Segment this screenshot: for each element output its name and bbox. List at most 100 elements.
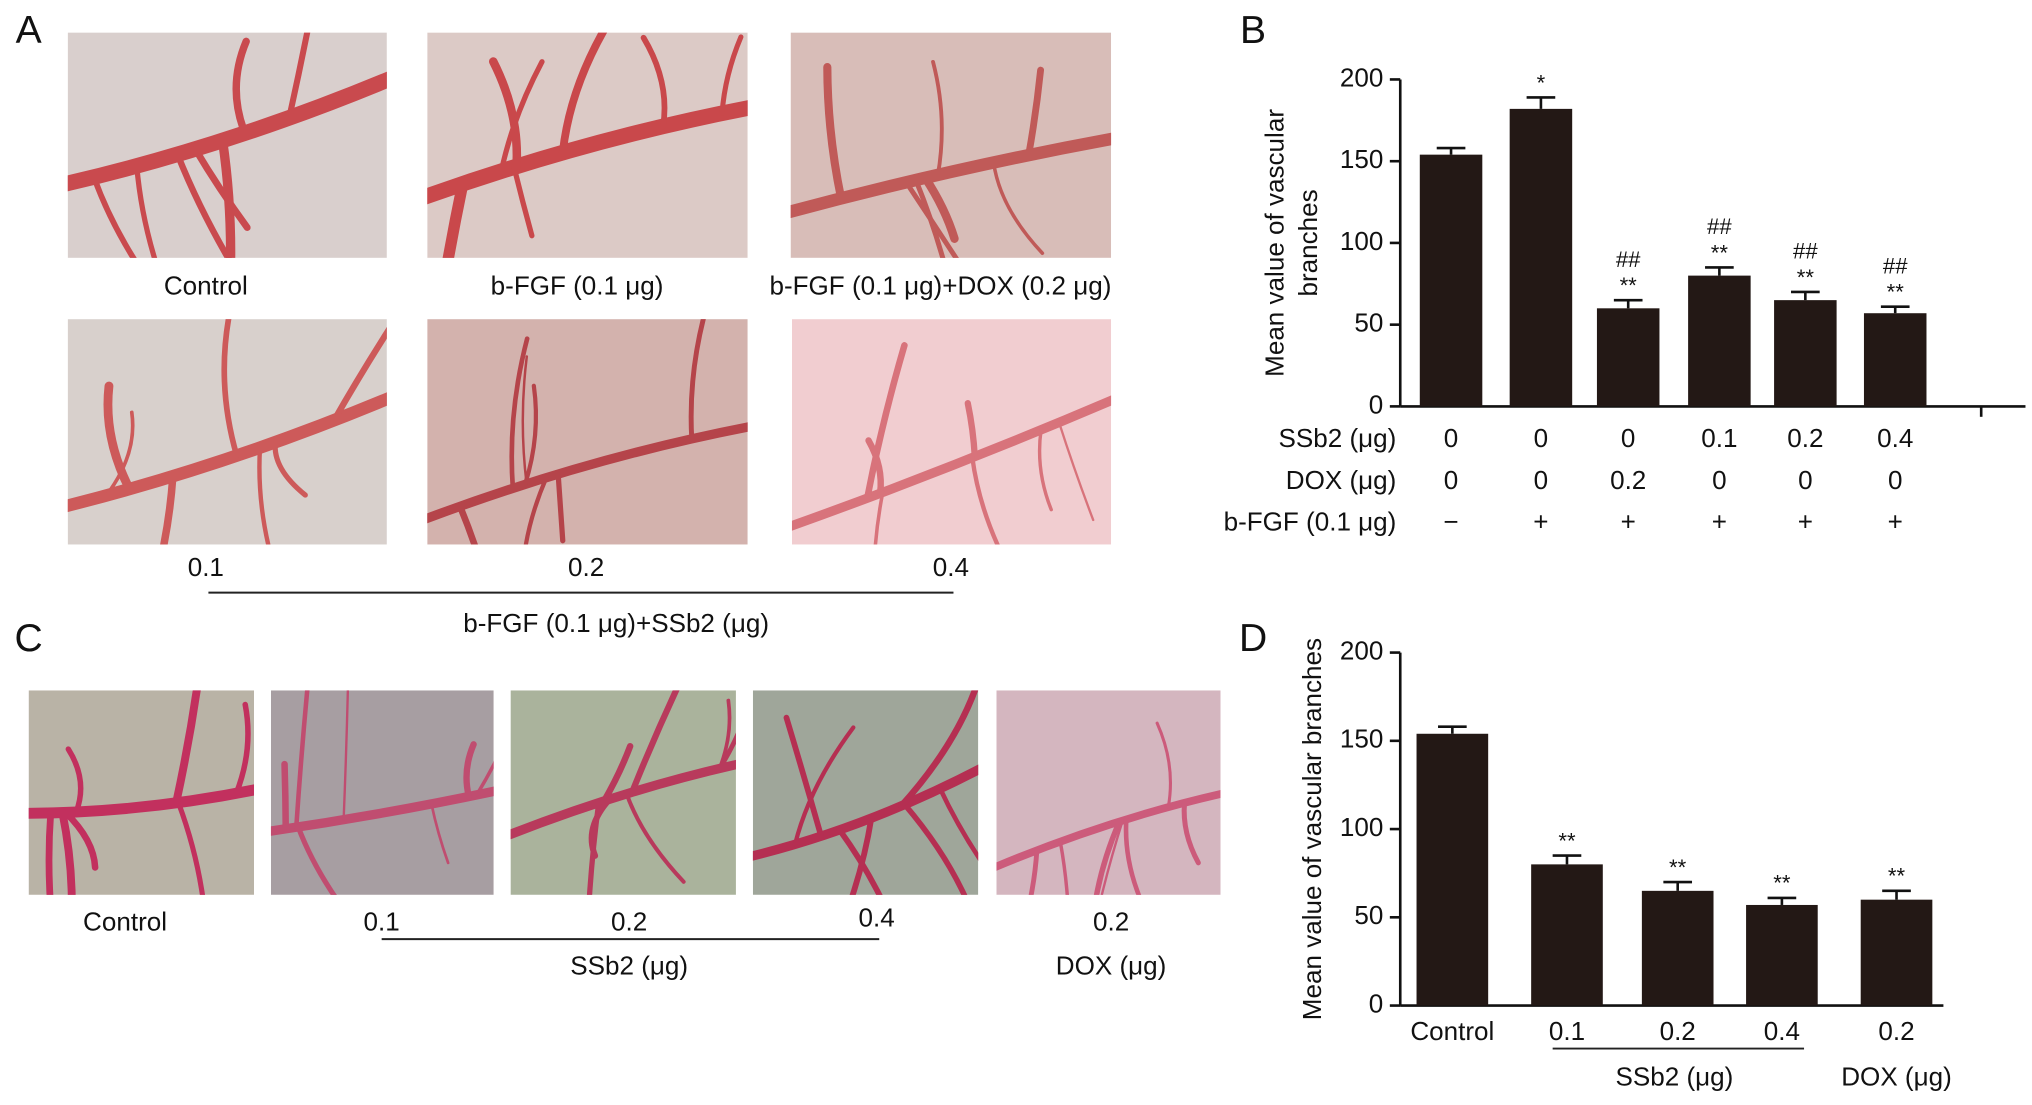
vessel-branch <box>970 455 1000 545</box>
significance-mark: ** <box>1887 279 1905 304</box>
vessel <box>510 759 736 840</box>
row-cell: + <box>1712 506 1727 536</box>
bar <box>1419 154 1483 407</box>
vessel-branch <box>172 690 201 807</box>
x-tick-label: 0.1 <box>1549 1016 1585 1046</box>
vessel-branch <box>281 760 290 833</box>
vessel-branch <box>272 439 308 498</box>
vessel-branch <box>991 160 1045 256</box>
vessel-branch <box>456 503 478 545</box>
photo-caption: b-FGF (0.1 μg) <box>491 271 664 301</box>
bar <box>1860 899 1933 1006</box>
vessel-branch <box>792 725 856 847</box>
vessel <box>791 395 1112 531</box>
bar <box>1688 275 1751 407</box>
significance-mark: ## <box>1616 247 1641 272</box>
photo-background <box>996 690 1221 895</box>
photo-caption: Control <box>164 271 248 301</box>
vessel-branch <box>1123 817 1142 895</box>
bar <box>1774 300 1837 407</box>
row-cell: 0.2 <box>1787 423 1823 453</box>
vessel-branch <box>104 410 135 498</box>
photo-caption: 0.2 <box>611 906 647 936</box>
vessel-branch <box>174 151 232 258</box>
vessel-branch <box>91 174 137 258</box>
vessel-branch <box>1100 819 1124 895</box>
row-cell: 0 <box>1444 465 1459 495</box>
vessel-branch <box>931 59 944 177</box>
photos <box>28 32 1221 895</box>
vessel-branch <box>523 475 549 545</box>
vessel-branch <box>58 808 76 895</box>
vessel <box>67 71 387 192</box>
photo <box>28 690 255 895</box>
dose-label: 0.2 <box>568 552 604 582</box>
vessel-branch <box>688 319 706 442</box>
y-tick-label: 0 <box>1369 389 1384 419</box>
significance-mark: ** <box>1711 240 1729 265</box>
panel-letter: A <box>16 9 42 52</box>
row-cell: 0.4 <box>1877 423 1913 453</box>
row-cell: 0 <box>1712 465 1727 495</box>
vessel-branch <box>897 690 979 810</box>
row-cell: 0.1 <box>1701 423 1737 453</box>
vessel-branch <box>1025 66 1045 159</box>
vessel-branch <box>509 336 530 491</box>
bar <box>1863 313 1927 407</box>
dose-label: 0.4 <box>933 552 969 582</box>
vessel-branch <box>221 319 240 459</box>
bar <box>1746 904 1818 1006</box>
group-label: DOX (μg) <box>1841 1061 1952 1091</box>
vessel-branch <box>65 746 84 815</box>
y-tick-label: 150 <box>1340 144 1383 174</box>
vessel-branch <box>640 34 668 130</box>
vessel-branch <box>717 732 736 771</box>
group-label: DOX (μg) <box>1056 951 1167 981</box>
photo <box>427 32 748 258</box>
vessel-branch <box>293 690 310 830</box>
photo-caption: b-FGF (0.1 μg)+DOX (0.2 μg) <box>769 271 1111 301</box>
vessel-branch <box>474 761 494 797</box>
significance-mark: ** <box>1669 855 1687 880</box>
vessel-branch <box>45 809 55 895</box>
vessel-branch <box>295 824 337 895</box>
significance-mark: ** <box>1797 265 1815 290</box>
vessel-branch <box>257 445 271 545</box>
y-tick-label: 150 <box>1340 724 1383 754</box>
row-label: DOX (μg) <box>1286 465 1397 495</box>
dose-label: 0.1 <box>188 552 224 582</box>
vessel-branch <box>903 179 959 258</box>
photo-background <box>427 319 748 545</box>
vessel-branch <box>863 342 908 502</box>
photo <box>790 32 1112 258</box>
y-axis-label: branches <box>1293 189 1323 296</box>
bar <box>1531 864 1603 1006</box>
y-tick-label: 200 <box>1340 62 1383 92</box>
y-tick-label: 100 <box>1340 226 1383 256</box>
row-label: b-FGF (0.1 μg) <box>1224 506 1397 536</box>
row-cell: + <box>1888 506 1903 536</box>
significance-mark: ** <box>1558 828 1576 853</box>
y-tick-label: 50 <box>1354 308 1383 338</box>
vessel-branch <box>498 59 545 174</box>
bar <box>1509 108 1573 407</box>
vessel-branch <box>1093 818 1123 895</box>
vessel-branch <box>555 471 566 544</box>
vessel <box>996 790 1221 871</box>
photo <box>996 690 1221 895</box>
significance-mark: ** <box>1773 871 1791 896</box>
y-axis-label: Mean value of vascular <box>1259 109 1289 377</box>
photo-caption: Control <box>83 906 167 936</box>
vessel-branch <box>937 786 979 861</box>
vessel-branch <box>489 57 522 171</box>
vessel-branch <box>286 32 311 121</box>
row-cell: 0 <box>1534 423 1549 453</box>
vessel-branch <box>191 145 251 231</box>
vessel-branch <box>628 690 680 796</box>
group-label: SSb2 (μg) <box>570 951 688 981</box>
vessel-branch <box>865 437 884 497</box>
vessel-branch <box>901 801 968 895</box>
x-tick-label: Control <box>1410 1016 1494 1046</box>
